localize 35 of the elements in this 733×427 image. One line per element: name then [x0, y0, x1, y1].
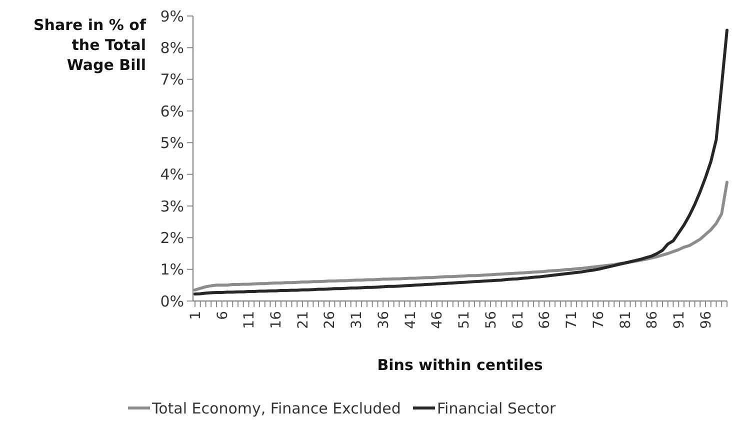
- x-tick-label: 16: [268, 310, 285, 329]
- x-tick-label: 1: [188, 311, 204, 320]
- legend-label: Financial Sector: [437, 399, 557, 418]
- x-tick-label: 26: [322, 310, 338, 329]
- x-tick-label: 91: [672, 311, 688, 329]
- y-tick-label: 4%: [160, 166, 184, 184]
- x-tick-label: 31: [349, 311, 366, 329]
- x-tick-label: 46: [430, 310, 446, 329]
- line-series: [194, 28, 728, 296]
- x-tick-label: 36: [376, 310, 392, 329]
- y-tick-label: 9%: [160, 7, 184, 26]
- y-tick-label: 7%: [160, 70, 184, 89]
- x-tick-label: 11: [242, 311, 258, 329]
- y-tick-label: 2%: [160, 228, 184, 247]
- y-tick-label: 6%: [160, 102, 184, 120]
- x-tick-label: 21: [295, 311, 312, 329]
- x-tick-label: 66: [537, 310, 554, 329]
- x-tick-label: 76: [590, 310, 607, 329]
- x-tick-label: 81: [618, 311, 634, 329]
- legend-label: Total Economy, Finance Excluded: [151, 399, 401, 418]
- y-tick-label: 5%: [160, 134, 184, 152]
- x-tick-label: 41: [402, 311, 419, 329]
- y-axis-title: Share in % of the Total Wage Bill: [33, 16, 146, 74]
- x-tick-label: 51: [456, 311, 473, 329]
- x-tick-label: 56: [483, 310, 500, 329]
- x-tick-label: 71: [564, 311, 580, 329]
- y-tick-label: 0%: [160, 292, 184, 310]
- y-tick-label: 8%: [160, 38, 184, 57]
- x-axis-title: Bins within centiles: [377, 356, 543, 374]
- y-tick-label: 3%: [160, 197, 184, 216]
- x-tick-label: 6: [214, 310, 231, 320]
- x-tick-label: 86: [644, 310, 661, 329]
- x-tick-label: 61: [510, 311, 526, 329]
- y-tick-label: 1%: [160, 260, 184, 279]
- x-tick-label: 96: [698, 310, 714, 329]
